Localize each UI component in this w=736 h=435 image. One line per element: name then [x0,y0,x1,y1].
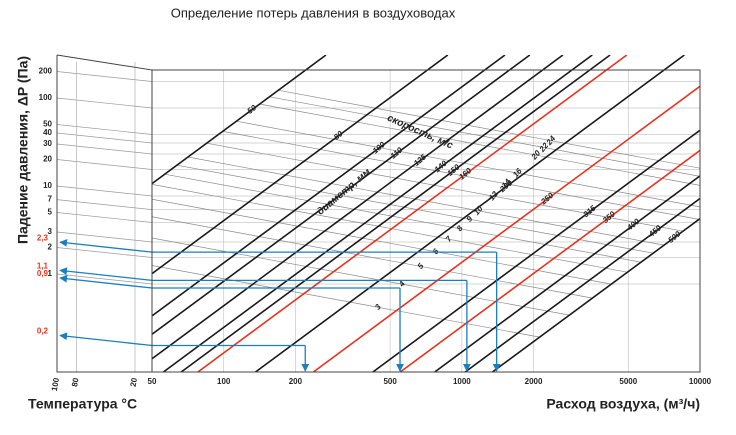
example-pressure-arrow [59,267,153,281]
velocity-line [236,120,700,208]
y-tick-connector [56,247,153,258]
example-value-label: 1,1 [37,261,49,270]
y-tick-connector [56,159,153,170]
velocity-label: 6 [431,247,441,257]
velocity-label: 4 [396,279,407,289]
y-tick-label: 3 [48,227,53,236]
y-tick-connector [56,231,153,243]
example-pressure-arrow [59,239,153,253]
diameter-line [180,55,611,372]
velocity-line [152,184,628,273]
velocity-line [152,265,540,338]
y-tick-label: 20 [43,155,52,164]
velocity-label: 8 [455,223,465,233]
velocity-label: 7 [444,234,454,244]
diameter-line [491,217,700,372]
y-tick-connector [56,71,153,82]
x-tick-label: 200 [289,377,303,386]
diameter-line [255,55,685,372]
diameter-line [312,85,700,372]
y-tick-label: 2 [48,243,53,252]
y-tick-label: 1 [48,269,53,278]
diameter-line [152,55,564,360]
velocity-label: 9 [465,214,475,224]
velocity-line [152,198,612,285]
y-tick-label: 40 [43,128,52,137]
velocity-line [222,131,699,220]
velocity-line [164,173,642,263]
y-tick-connector [56,273,153,285]
diameter-line [162,55,593,372]
velocity-line [176,164,654,254]
velocity-label: 5 [416,261,426,271]
diameter-line [434,174,700,372]
y-tick-connector [56,124,153,135]
y-tick-connector [56,199,153,210]
chart-title: Определение потерь давления в воздуховод… [171,5,456,20]
example-value-label: 2,3 [37,233,49,242]
example-value-label: 0,9 [37,269,49,278]
example-pressure-arrow [59,332,153,347]
diameter-line [152,55,506,317]
velocity-line [187,156,665,246]
diameter-line [152,55,531,336]
temperature-tick-label: 20 [129,377,140,388]
x-tick-label: 500 [383,377,397,386]
y-tick-label: 50 [43,120,52,129]
y-tick-connector [56,97,153,109]
x-tick-label: 5000 [619,377,637,386]
temperature-tick-label: 100 [50,377,61,392]
y-tick-label: 7 [48,195,53,204]
y-axis-title: Падение давления, ΔP (Па) [15,56,31,244]
diameter-line [399,149,700,372]
x-tick-label: 10000 [689,377,712,386]
velocity-line [152,237,570,316]
diameter-line [197,55,628,372]
temperature-axis-title: Температура °C [28,396,137,412]
velocity-label: 3 [373,302,383,312]
velocity-line [269,96,700,177]
y-tick-connector [56,143,153,155]
diameter-line [372,129,700,372]
temperature-tick-label: 80 [70,377,81,388]
y-tick-label: 30 [43,139,52,148]
diameter-line [464,197,700,372]
velocity-line [206,142,684,232]
y-tick-connector [56,185,153,197]
x-axis-title: Расход воздуха, (м³/ч) [546,396,700,412]
y-tick-label: 10 [43,181,52,190]
x-tick-label: 1000 [453,377,471,386]
y-tick-label: 200 [39,67,53,76]
y-tick-connector [56,132,153,144]
diameter-line [152,55,449,275]
velocity-line [259,103,700,186]
y-tick-connector [56,212,153,223]
line-layer [152,55,700,372]
y-tick-label: 100 [39,93,53,102]
diameter-line [152,55,327,185]
plot-frame [151,69,701,373]
example-pressure-arrow [59,274,153,289]
x-tick-label: 100 [217,377,231,386]
velocity-line [152,216,593,299]
x-tick-label: 50 [148,377,157,386]
example-value-label: 0,2 [37,327,49,336]
x-tick-label: 2000 [525,377,543,386]
velocity-line [278,89,700,169]
y-tick-label: 5 [48,208,53,217]
